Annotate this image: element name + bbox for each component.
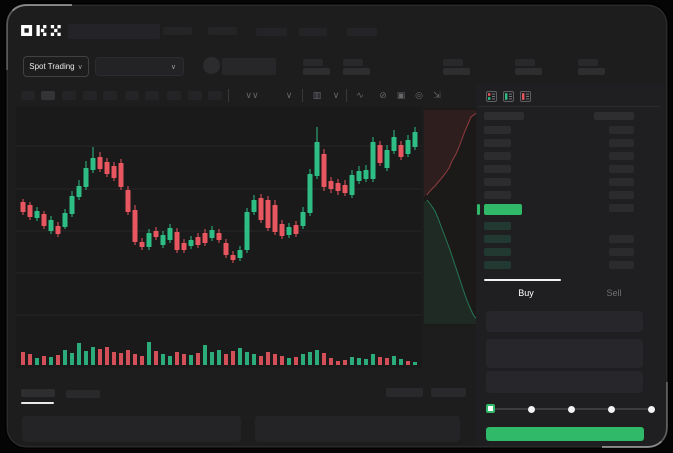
stat-value-5 [578, 68, 605, 75]
nav-item-5[interactable] [347, 28, 377, 36]
depth-last-price-marker [477, 204, 480, 215]
slider-stop-dot[interactable] [647, 405, 655, 413]
stat-value-4 [515, 68, 542, 75]
amount-input[interactable] [486, 339, 643, 368]
ask-amount-placeholder[interactable] [609, 139, 634, 147]
pair-avatar [203, 57, 220, 74]
ask-price-placeholder[interactable] [484, 126, 511, 134]
stat-label-3 [443, 59, 463, 66]
orderbook-amount-header [594, 112, 634, 120]
slider-stop-dot[interactable] [567, 405, 575, 413]
interval-1[interactable] [21, 91, 35, 100]
orders-tab-2[interactable] [66, 390, 100, 398]
interval-7[interactable] [145, 91, 159, 100]
orders-row-placeholder-1 [22, 416, 241, 442]
interval-2-active[interactable] [41, 91, 55, 100]
interval-4[interactable] [83, 91, 97, 100]
orders-tab-1-active[interactable] [21, 389, 55, 397]
slider-stop-dot[interactable] [527, 405, 535, 413]
stat-value-3 [443, 68, 470, 75]
ask-price-placeholder[interactable] [484, 152, 511, 160]
chart-type-icon[interactable]: ∨∨ [245, 90, 259, 100]
interval-9[interactable] [188, 91, 202, 100]
orderbook-asks-view-icon[interactable] [520, 91, 531, 102]
toolbar-divider [228, 89, 229, 102]
orderbook-divider [478, 106, 660, 107]
orders-filter-1[interactable] [386, 388, 423, 397]
interval-8[interactable] [167, 91, 181, 100]
nav-item-2[interactable] [208, 27, 237, 35]
settings-icon[interactable]: ◎ [415, 90, 423, 100]
bid-price-placeholder[interactable] [484, 248, 511, 256]
indicators-dropdown-icon[interactable]: ∨ [332, 90, 340, 100]
price-chart[interactable] [14, 106, 480, 370]
tab-sell[interactable]: Sell [570, 284, 658, 302]
nav-item-4[interactable] [299, 28, 327, 36]
interval-5[interactable] [103, 91, 117, 100]
slider-handle[interactable] [486, 404, 495, 413]
ask-price-placeholder[interactable] [484, 191, 511, 199]
ask-amount-placeholder[interactable] [609, 178, 634, 186]
line-tools-icon[interactable]: ∿ [356, 90, 364, 100]
fullscreen-icon[interactable]: ⇲ [433, 90, 441, 100]
buy-submit-button[interactable] [486, 427, 644, 441]
bid-price-placeholder[interactable] [484, 235, 511, 243]
price-input[interactable] [486, 311, 643, 332]
snapshot-icon[interactable]: ▣ [396, 90, 406, 100]
stat-value-1 [303, 68, 330, 75]
ask-amount-placeholder[interactable] [609, 152, 634, 160]
nav-item-3[interactable] [256, 28, 287, 36]
pair-name-placeholder [222, 58, 276, 75]
indicators-icon[interactable]: ▥ [312, 90, 322, 100]
okx-logo[interactable] [20, 25, 64, 36]
slider-stop-dot[interactable] [607, 405, 615, 413]
stat-label-5 [578, 59, 598, 66]
total-input[interactable] [486, 371, 643, 393]
orderbook-price-header [484, 112, 524, 120]
chevron-down-icon: ∨ [77, 63, 83, 71]
nav-item-1[interactable] [163, 27, 192, 35]
stat-label-4 [515, 59, 535, 66]
last-price-bar [484, 204, 522, 215]
orders-filter-2[interactable] [431, 388, 466, 397]
ask-amount-placeholder[interactable] [609, 126, 634, 134]
orders-row-placeholder-2 [255, 416, 460, 442]
ask-amount-placeholder[interactable] [609, 204, 634, 212]
pair-selector-dropdown[interactable]: ∨ [95, 57, 184, 76]
market-type-selector[interactable]: Spot Trading ∨ [23, 56, 89, 77]
stat-label-1 [303, 59, 323, 66]
interval-3[interactable] [62, 91, 76, 100]
tab-buy[interactable]: Buy [482, 284, 570, 302]
bid-price-placeholder[interactable] [484, 222, 511, 230]
tab-buy-label: Buy [518, 288, 534, 298]
active-tab-indicator [484, 279, 561, 281]
interval-10[interactable] [208, 91, 222, 100]
ask-price-placeholder[interactable] [484, 139, 511, 147]
tab-sell-label: Sell [606, 288, 622, 298]
stat-value-2 [343, 68, 370, 75]
ask-amount-placeholder[interactable] [609, 165, 634, 173]
orderbook-combined-view-icon[interactable] [486, 91, 497, 102]
chevron-down-icon: ∨ [170, 63, 176, 71]
bid-amount-placeholder[interactable] [609, 261, 634, 269]
ask-price-placeholder[interactable] [484, 178, 511, 186]
eraser-icon[interactable]: ⊘ [379, 90, 387, 100]
search-placeholder[interactable] [68, 24, 160, 39]
toolbar-divider [346, 89, 347, 102]
interval-6[interactable] [125, 91, 139, 100]
bid-price-placeholder[interactable] [484, 261, 511, 269]
ask-amount-placeholder[interactable] [609, 191, 634, 199]
orders-active-tab-underline [21, 402, 54, 404]
orderbook-bids-view-icon[interactable] [503, 91, 514, 102]
ask-price-placeholder[interactable] [484, 165, 511, 173]
toolbar-divider [302, 89, 303, 102]
bid-amount-placeholder[interactable] [609, 248, 634, 256]
bid-amount-placeholder[interactable] [609, 235, 634, 243]
chart-style-dropdown-icon[interactable]: ∨ [285, 90, 293, 100]
stat-label-2 [343, 59, 363, 66]
market-type-label: Spot Trading [29, 62, 75, 71]
